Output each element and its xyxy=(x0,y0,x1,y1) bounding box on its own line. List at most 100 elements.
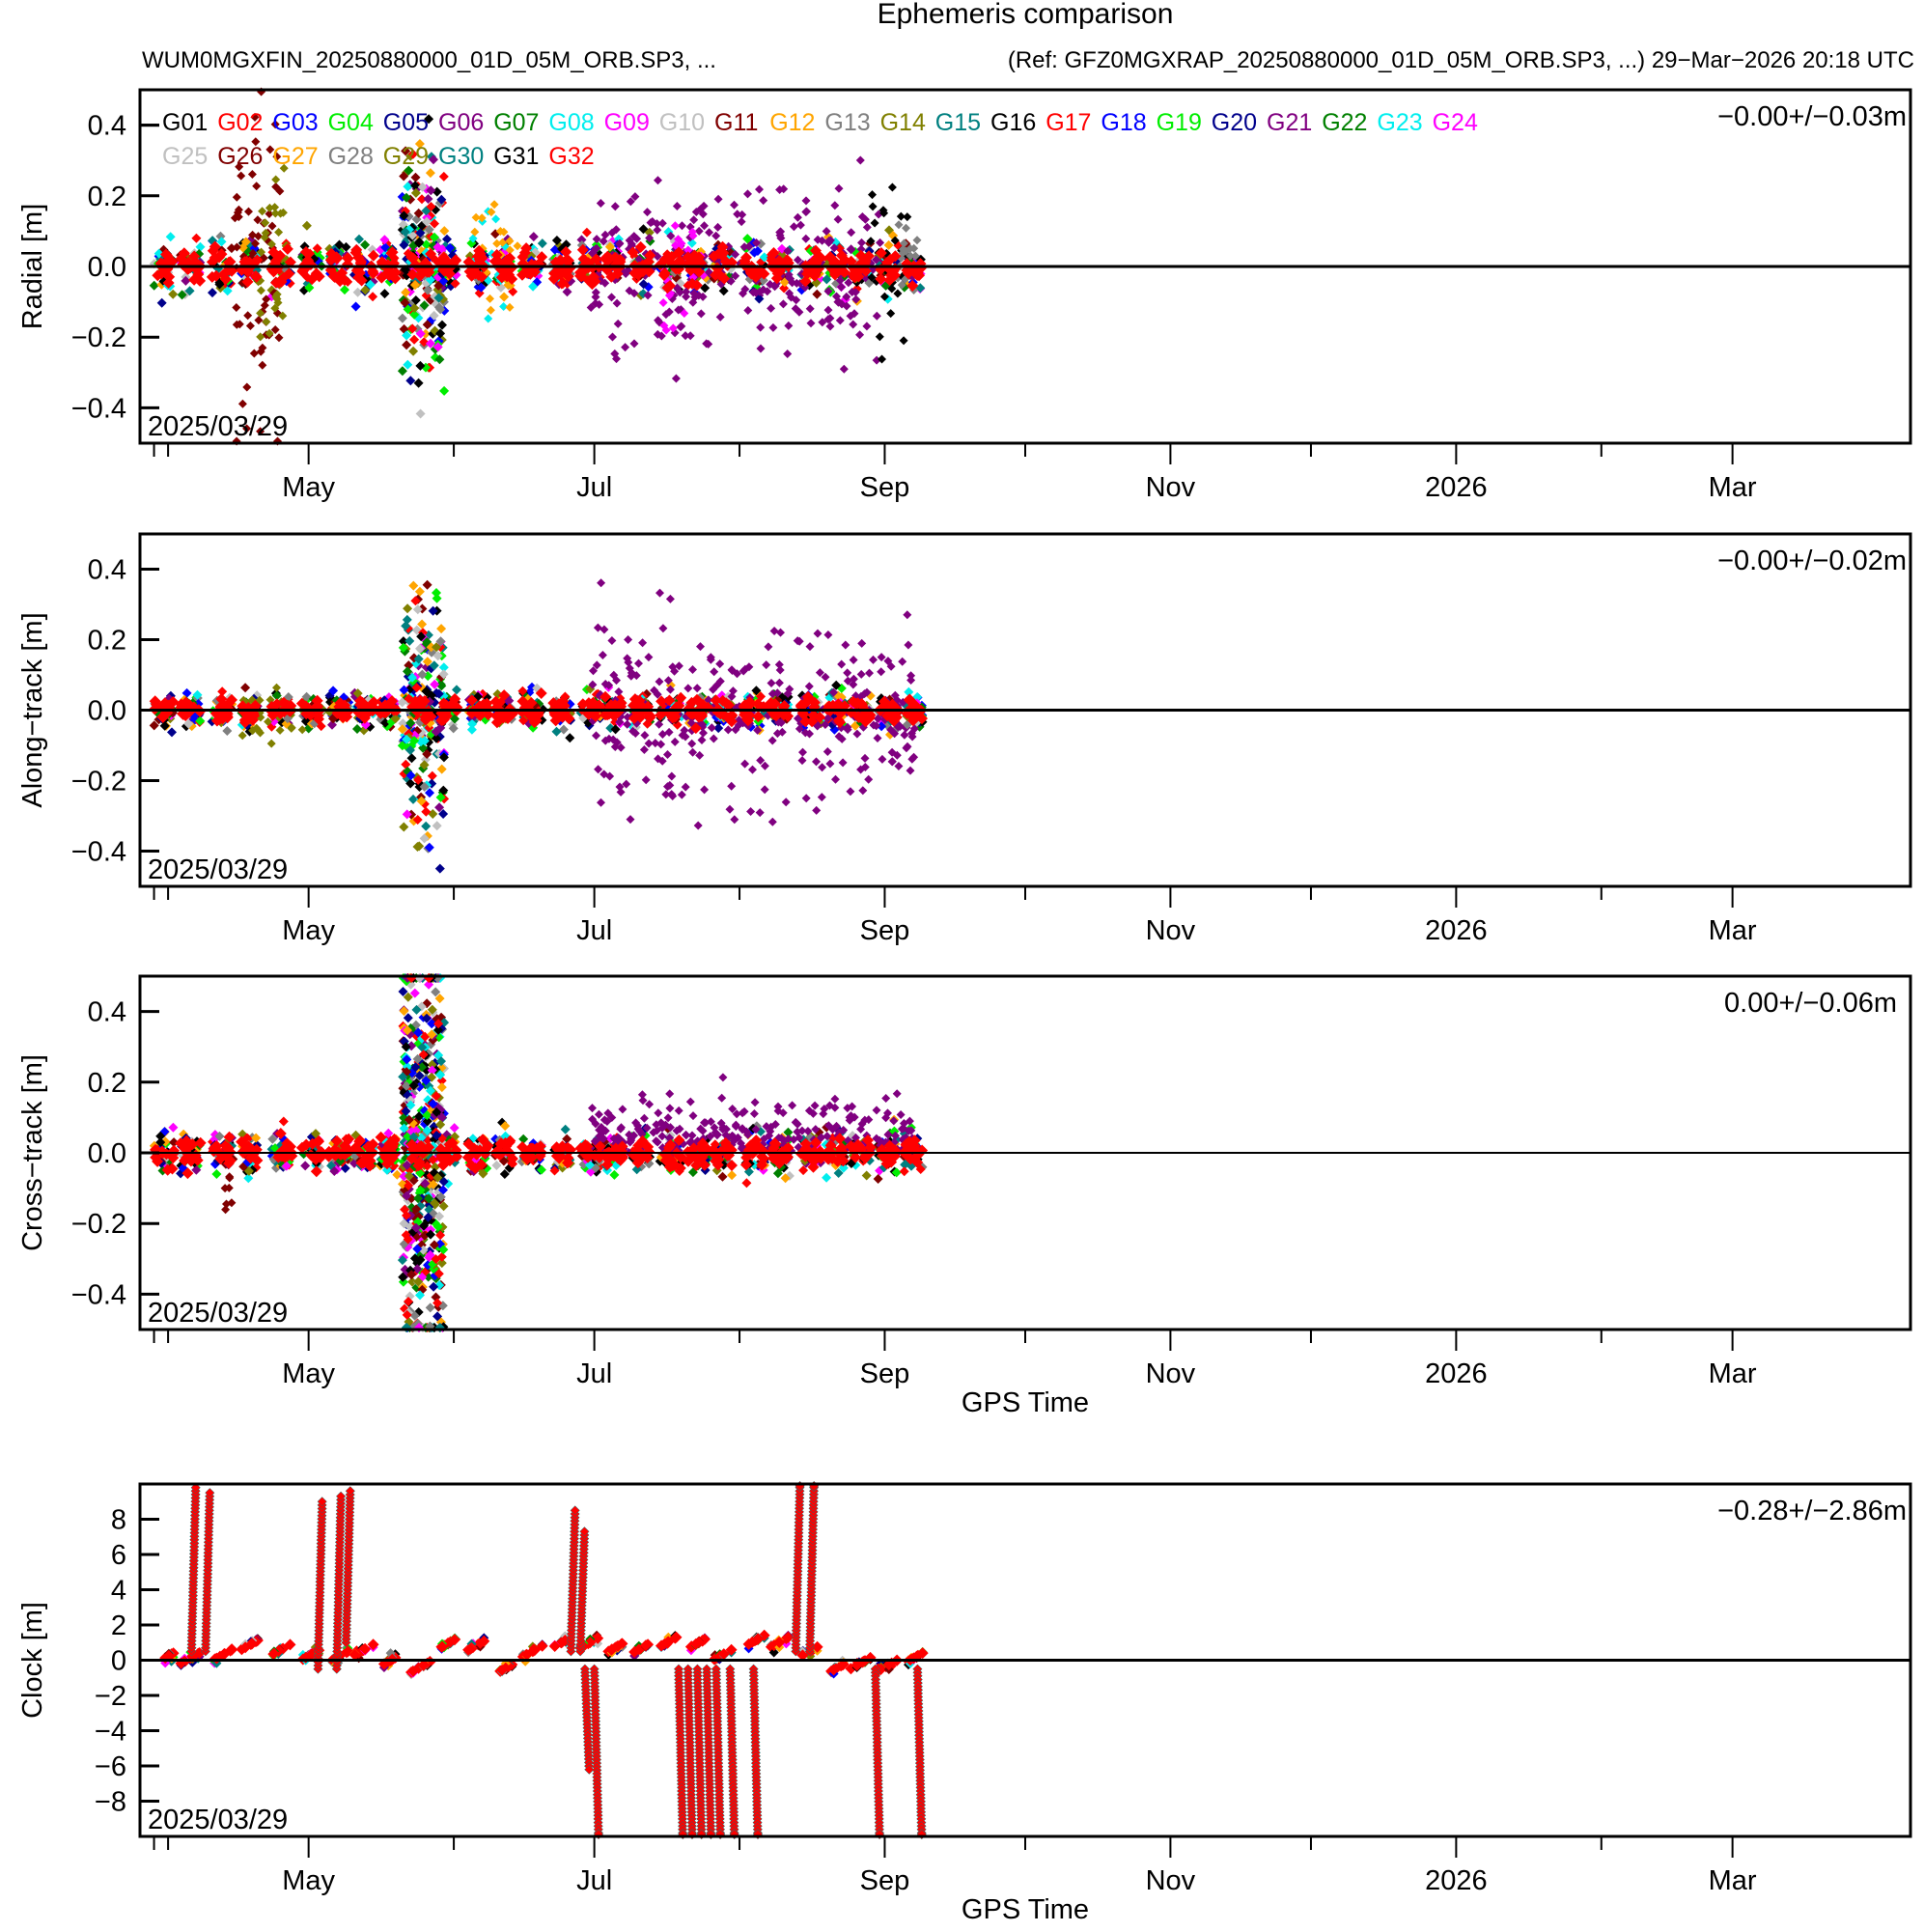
data-point xyxy=(549,244,560,255)
data-point xyxy=(249,349,259,358)
data-point xyxy=(775,665,785,675)
data-point xyxy=(719,255,732,267)
data-point xyxy=(222,726,233,736)
data-point xyxy=(850,288,860,297)
y-tick-label: 0.2 xyxy=(88,182,126,212)
data-point xyxy=(784,321,794,330)
data-point xyxy=(823,747,832,756)
data-point xyxy=(868,202,878,211)
data-point xyxy=(476,282,487,293)
legend-entry: G22 xyxy=(1322,109,1367,136)
data-point xyxy=(499,292,510,302)
data-point xyxy=(271,175,281,184)
data-point xyxy=(265,328,274,338)
legend-entry: G19 xyxy=(1157,109,1202,136)
data-point xyxy=(505,237,515,246)
data-point xyxy=(350,301,361,312)
data-point xyxy=(237,399,247,408)
data-point xyxy=(835,275,845,285)
data-point xyxy=(887,182,897,192)
data-point xyxy=(272,290,282,299)
data-point xyxy=(801,234,811,243)
data-point xyxy=(260,233,269,242)
data-point xyxy=(644,653,654,662)
data-point xyxy=(700,221,709,231)
data-point xyxy=(360,285,371,295)
data-point xyxy=(794,255,802,265)
data-point xyxy=(425,1302,435,1313)
data-point xyxy=(253,215,263,225)
data-point xyxy=(230,213,239,223)
data-point xyxy=(731,271,740,281)
data-point xyxy=(423,194,433,204)
data-point xyxy=(688,665,697,674)
data-point xyxy=(149,720,159,731)
data-point xyxy=(789,222,798,232)
legend-entry: G29 xyxy=(383,143,429,170)
data-point xyxy=(433,302,444,313)
data-point xyxy=(254,232,263,241)
data-point xyxy=(618,1105,627,1114)
data-point xyxy=(297,725,307,735)
data-point xyxy=(906,251,915,261)
data-point xyxy=(600,625,609,634)
data-point xyxy=(672,202,682,210)
start-date-label: 2025/03/29 xyxy=(148,411,288,442)
legend-entry: G17 xyxy=(1046,109,1091,136)
data-point xyxy=(565,733,575,743)
data-point xyxy=(594,765,603,774)
data-point xyxy=(270,209,280,218)
data-point xyxy=(887,757,897,767)
data-point xyxy=(168,289,179,299)
data-point xyxy=(328,271,341,283)
data-point xyxy=(466,724,477,735)
data-point xyxy=(887,284,897,294)
data-point xyxy=(410,181,421,191)
data-point xyxy=(756,322,766,332)
data-point xyxy=(676,322,685,332)
data-point xyxy=(713,194,723,204)
data-point xyxy=(756,344,766,353)
data-point xyxy=(379,289,390,299)
data-point xyxy=(434,354,445,365)
data-point xyxy=(604,241,615,252)
data-point xyxy=(639,745,649,754)
data-point xyxy=(598,651,607,659)
data-point xyxy=(379,235,390,245)
data-point xyxy=(591,298,600,308)
data-point xyxy=(727,1170,738,1181)
data-point xyxy=(657,730,667,739)
data-point xyxy=(222,286,233,296)
data-point xyxy=(211,1169,222,1179)
data-point xyxy=(554,268,567,281)
data-point xyxy=(678,221,686,231)
data-point xyxy=(436,1082,447,1093)
y-tick-label: 0.4 xyxy=(88,555,126,586)
data-point xyxy=(360,239,371,250)
data-point xyxy=(407,149,418,159)
data-point xyxy=(793,212,802,222)
data-point xyxy=(739,289,747,298)
data-point xyxy=(258,207,267,216)
data-point xyxy=(654,316,663,325)
data-point xyxy=(886,309,896,319)
data-point xyxy=(795,220,805,230)
data-point xyxy=(576,235,587,245)
data-point xyxy=(744,241,754,251)
data-point xyxy=(256,308,265,318)
legend-entry: G28 xyxy=(328,143,374,170)
data-point xyxy=(844,278,853,288)
data-point xyxy=(486,305,495,315)
data-point xyxy=(856,244,866,254)
data-point xyxy=(700,283,711,294)
data-point xyxy=(698,210,708,219)
data-point xyxy=(710,667,719,677)
data-point xyxy=(271,182,281,191)
data-point xyxy=(881,1094,891,1103)
data-point xyxy=(558,724,569,735)
data-point xyxy=(208,288,217,298)
data-point xyxy=(775,228,785,238)
data-point xyxy=(846,787,855,797)
data-point xyxy=(423,266,435,278)
data-point xyxy=(730,815,739,825)
